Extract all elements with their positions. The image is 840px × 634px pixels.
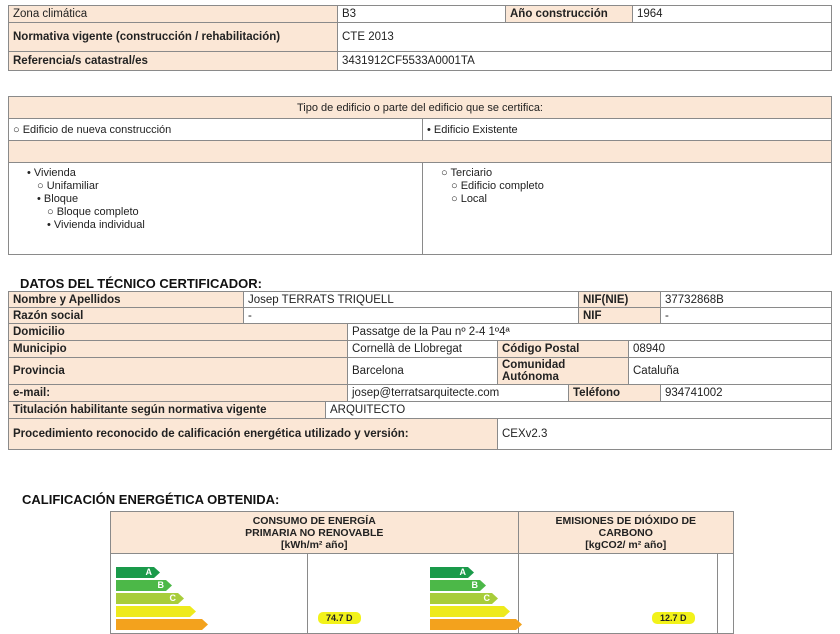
nombre-value: Josep TERRATS TRIQUELL (243, 291, 579, 308)
cp-label: Código Postal (497, 340, 629, 358)
emisiones-header: EMISIONES DE DIÓXIDO DE CARBONO [kgCO2/ m²… (517, 511, 735, 554)
consumo-bar-d (116, 606, 196, 617)
option-existente: • Edificio Existente (422, 118, 832, 141)
option-bloque-completo: ○ Bloque completo (47, 206, 139, 218)
nifnie-label: NIF(NIE) (578, 291, 661, 308)
calificacion-heading: CALIFICACIÓN ENERGÉTICA OBTENIDA: (22, 492, 280, 507)
consumo-rating: 74.7 D (318, 612, 361, 624)
terciario-options: ○ Terciario ○ Edificio completo ○ Local (422, 162, 832, 255)
tel-label: Teléfono (568, 384, 661, 402)
option-vivienda: • Vivienda (27, 167, 76, 179)
emisiones-bar-c: C (430, 593, 498, 604)
option-nueva: ○ Edificio de nueva construcción (8, 118, 423, 141)
email-label: e-mail: (8, 384, 348, 402)
option-terciario: ○ Terciario (441, 167, 493, 179)
ca-value: Cataluña (628, 357, 832, 385)
provincia-value: Barcelona (347, 357, 498, 385)
spacer-row (8, 140, 832, 163)
consumo-bar-b: B (116, 580, 172, 591)
consumo-subtitle: PRIMARIA NO RENOVABLE (245, 526, 384, 539)
nif-label: NIF (578, 307, 661, 324)
razon-label: Razón social (8, 307, 244, 324)
ref-value: 3431912CF5533A0001TA (337, 51, 832, 71)
ca-label: Comunidad Autónoma (497, 357, 629, 385)
emisiones-value-cell (716, 553, 735, 634)
option-local: ○ Local (451, 193, 487, 205)
email-value: josep@terratsarquitecte.com (347, 384, 569, 402)
zona-value: B3 (337, 5, 506, 23)
consumo-header: CONSUMO DE ENERGÍA PRIMARIA NO RENOVABLE[… (110, 511, 519, 554)
vivienda-options: • Vivienda ○ Unifamiliar • Bloque ○ Bloq… (8, 162, 423, 255)
emisiones-bar-a: A (430, 567, 474, 578)
tecnico-table: Nombre y Apellidos Josep TERRATS TRIQUELL… (8, 291, 832, 450)
building-info-table: Zona climática B3 Año construcción 1964 Nor… (8, 5, 832, 71)
emisiones-subtitle: CARBONO (598, 526, 653, 539)
provincia-label: Provincia (8, 357, 348, 385)
option-vivienda-individual: • Vivienda individual (47, 219, 145, 231)
ref-label: Referencia/s catastral/es (8, 51, 338, 71)
emisiones-bar-d (430, 606, 510, 617)
tipo-edificio-table: Tipo de edificio o parte del edificio qu… (8, 96, 832, 255)
tecnico-heading: DATOS DEL TÉCNICO CERTIFICADOR: (20, 276, 262, 291)
consumo-unit: [kWh/m² año] (281, 538, 348, 551)
emisiones-bar-e (430, 619, 522, 630)
consumo-bar-c: C (116, 593, 184, 604)
domicilio-label: Domicilio (8, 323, 348, 341)
option-bloque: • Bloque (37, 193, 79, 205)
tel-value: 934741002 (660, 384, 832, 402)
emisiones-title: EMISIONES DE DIÓXIDO DE (555, 514, 697, 527)
procedimiento-label: Procedimiento reconocido de calificación… (8, 418, 498, 450)
emisiones-rating: 12.7 D (652, 612, 695, 624)
nombre-label: Nombre y Apellidos (8, 291, 244, 308)
tipo-title: Tipo de edificio o parte del edificio qu… (8, 96, 832, 119)
normativa-value: CTE 2013 (337, 22, 832, 52)
ano-label: Año construcción (505, 5, 633, 23)
option-edificio-completo: ○ Edificio completo (451, 180, 544, 192)
nif-value: - (660, 307, 832, 324)
razon-value: - (243, 307, 579, 324)
emisiones-unit: [kgCO2/ m² año] (585, 538, 667, 551)
consumo-bar-a: A (116, 567, 160, 578)
emisiones-bar-b: B (430, 580, 486, 591)
titulacion-label: Titulación habilitante según normativa v… (8, 401, 326, 419)
consumo-title: CONSUMO DE ENERGÍA (252, 514, 376, 527)
ano-value: 1964 (632, 5, 832, 23)
consumo-bar-e (116, 619, 208, 630)
domicilio-value: Passatge de la Pau nº 2-4 1º4ª (347, 323, 832, 341)
procedimiento-value: CEXv2.3 (497, 418, 832, 450)
municipio-label: Municipio (8, 340, 348, 358)
option-unifamiliar: ○ Unifamiliar (37, 180, 99, 192)
zona-label: Zona climática (8, 5, 338, 23)
cp-value: 08940 (628, 340, 832, 358)
calificacion-table: CONSUMO DE ENERGÍA PRIMARIA NO RENOVABLE[… (110, 511, 735, 634)
titulacion-value: ARQUITECTO (325, 401, 832, 419)
normativa-label: Normativa vigente (construcción / rehabi… (8, 22, 338, 52)
nifnie-value: 37732868B (660, 291, 832, 308)
municipio-value: Cornellà de Llobregat (347, 340, 498, 358)
